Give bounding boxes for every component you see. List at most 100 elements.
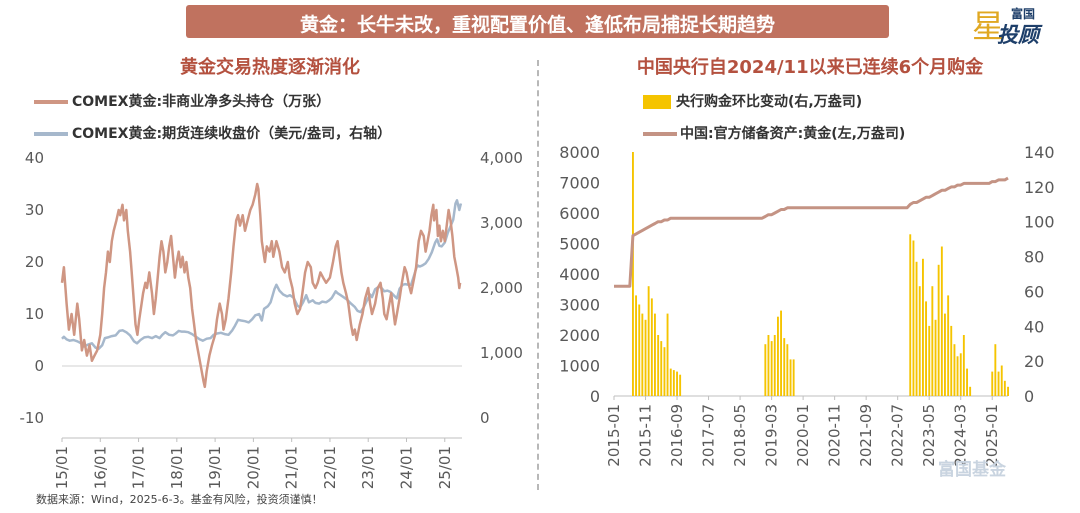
x-tick-label: 16/01 bbox=[91, 446, 109, 489]
y-right-tick-label: 140 bbox=[1024, 143, 1055, 162]
purchase-bar bbox=[994, 344, 997, 396]
brand-top-text: 富国 bbox=[1011, 7, 1036, 21]
y-left-tick-label: 0 bbox=[34, 357, 44, 375]
legend-bars: 央行购金环比变动(右,万盎司) bbox=[676, 94, 863, 110]
y-right-tick-label: 0 bbox=[480, 409, 490, 427]
x-tick-label: 25/01 bbox=[436, 446, 454, 489]
right-chart-title: 中国央行自2024/11以来已连续6个月购金 bbox=[636, 57, 984, 78]
purchase-bar bbox=[676, 371, 678, 396]
banner-title: 黄金：长牛未改，重视配置价值、逢低布局捕捉长期趋势 bbox=[299, 14, 775, 36]
purchase-bar bbox=[654, 313, 656, 396]
purchase-bar bbox=[773, 335, 776, 396]
x-tick-label: 20/01 bbox=[244, 446, 262, 489]
purchase-bar bbox=[953, 344, 956, 396]
purchase-bar bbox=[770, 341, 773, 396]
purchase-bar bbox=[997, 371, 1000, 396]
purchase-bar bbox=[922, 258, 924, 397]
y-left-tick-label: 8000 bbox=[559, 143, 600, 162]
legend-positions: COMEX黄金:非商业净多头持仓（万张） bbox=[72, 94, 331, 110]
y-left-tick-label: 2000 bbox=[559, 326, 600, 345]
y-right-tick-label: 2,000 bbox=[480, 279, 523, 297]
purchase-bar bbox=[928, 325, 931, 396]
y-left-tick-label: 0 bbox=[590, 387, 600, 406]
left-chart: -10 0 10 20 30 40 0 1,000 2,000 3,000 4,000 15/01 16… bbox=[20, 149, 523, 489]
purchase-bar bbox=[940, 246, 943, 396]
purchase-bar bbox=[956, 356, 959, 396]
left-chart-title: 黄金交易热度逐渐消化 bbox=[180, 57, 360, 78]
purchase-bar bbox=[786, 344, 789, 396]
x-tick-label: 2021-09 bbox=[857, 404, 875, 467]
y-right-tick-label: 120 bbox=[1024, 178, 1055, 197]
x-tick-label: 24/01 bbox=[397, 446, 415, 489]
purchase-bar bbox=[647, 286, 650, 396]
legend-swatch-bars bbox=[643, 95, 671, 109]
panel-divider bbox=[537, 60, 539, 490]
purchase-bar bbox=[672, 370, 675, 396]
y-right-tick-label: 4,000 bbox=[480, 149, 523, 167]
purchase-bar bbox=[962, 335, 965, 396]
x-tick-label: 2023-05 bbox=[920, 404, 938, 467]
purchase-bar bbox=[644, 319, 647, 397]
y-right-tick-label: 60 bbox=[1024, 282, 1044, 301]
purchase-bar bbox=[641, 313, 644, 396]
x-tick-label: 19/01 bbox=[206, 446, 224, 489]
y-left-tick-label: 5000 bbox=[559, 235, 600, 254]
purchase-bar bbox=[918, 286, 921, 396]
brand-logo: 星 富国 投顾 bbox=[967, 3, 1077, 51]
price-series-line bbox=[61, 199, 463, 351]
legend-reserves: 中国:官方储备资产:黄金(左,万盎司) bbox=[680, 126, 906, 142]
purchase-bar bbox=[679, 374, 682, 396]
purchase-bar bbox=[1003, 380, 1006, 397]
purchase-bar bbox=[650, 298, 653, 396]
brand-main-text: 投顾 bbox=[997, 23, 1039, 47]
star-icon: 星 bbox=[972, 7, 1005, 45]
y-right-tick-label: 1,000 bbox=[480, 344, 523, 362]
x-tick-label: 2015-01 bbox=[605, 404, 623, 467]
x-tick-label: 2016-09 bbox=[668, 404, 686, 467]
x-tick-label: 23/01 bbox=[359, 446, 377, 489]
purchase-bar bbox=[632, 152, 634, 396]
purchase-bar bbox=[947, 295, 950, 396]
x-tick-label: 17/01 bbox=[130, 446, 148, 489]
y-right-tick-label: 0 bbox=[1024, 387, 1034, 406]
y-right-tick-label: 40 bbox=[1024, 317, 1044, 336]
y-left-tick-label: 3000 bbox=[559, 296, 600, 315]
right-chart: 0 1000 2000 3000 4000 5000 6000 7000 8000 0 20 40 60… bbox=[559, 143, 1055, 467]
y-right-tick-label: 3,000 bbox=[480, 214, 523, 232]
purchase-bar bbox=[969, 386, 972, 396]
purchase-bar bbox=[789, 359, 792, 396]
x-tick-label: 2025-01 bbox=[983, 404, 1001, 467]
x-tick-label: 2015-11 bbox=[637, 404, 655, 467]
x-tick-label: 21/01 bbox=[283, 446, 301, 489]
purchase-bar bbox=[638, 304, 641, 396]
purchase-bar bbox=[925, 301, 927, 396]
x-tick-label: 2024-03 bbox=[952, 404, 970, 467]
purchase-bar bbox=[1007, 386, 1009, 396]
source-note: 数据来源：Wind，2025-6-3。基金有风险，投资须谨慎！ bbox=[36, 493, 323, 506]
legend-swatch-price bbox=[34, 132, 68, 136]
banner: 黄金：长牛未改，重视配置价值、逢低布局捕捉长期趋势 bbox=[186, 5, 889, 38]
watermark-text: 富国基金 bbox=[938, 460, 1006, 480]
purchase-bar bbox=[950, 325, 953, 396]
legend-swatch-positions bbox=[34, 100, 68, 104]
purchase-bar bbox=[966, 368, 968, 396]
y-left-tick-label: 4000 bbox=[559, 265, 600, 284]
purchase-bar bbox=[931, 286, 934, 396]
purchase-bar bbox=[657, 335, 660, 396]
x-tick-label: 2020-01 bbox=[794, 404, 812, 467]
y-left-tick-label: 30 bbox=[25, 201, 44, 219]
purchase-bar bbox=[944, 313, 946, 396]
positions-series-line bbox=[60, 182, 462, 389]
purchase-bar bbox=[915, 261, 918, 396]
y-left-tick-label: -10 bbox=[20, 409, 45, 427]
x-tick-label: 2018-05 bbox=[731, 404, 749, 467]
y-left-tick-label: 7000 bbox=[559, 174, 600, 193]
purchase-bar bbox=[663, 347, 666, 396]
purchase-bar bbox=[767, 335, 770, 396]
purchase-bar bbox=[666, 313, 669, 396]
purchase-bar bbox=[934, 319, 937, 397]
legend-swatch-reserves bbox=[643, 132, 677, 136]
purchase-bar bbox=[635, 295, 637, 396]
y-right-tick-label: 80 bbox=[1024, 248, 1044, 267]
x-tick-label: 2020-11 bbox=[826, 404, 844, 467]
